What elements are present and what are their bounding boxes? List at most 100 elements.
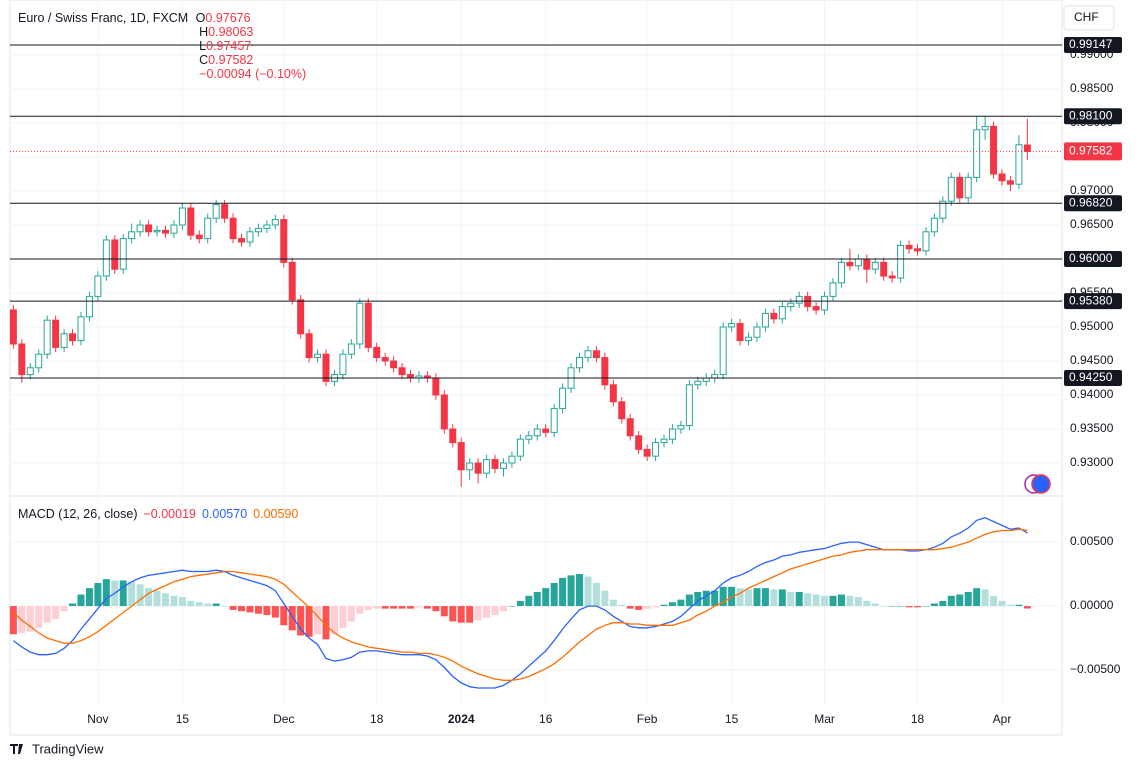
histogram-bar <box>26 606 34 632</box>
candle-body <box>973 129 981 178</box>
candle-body <box>136 224 144 233</box>
histogram-bar <box>364 606 372 610</box>
ohlc-label: L <box>199 39 207 53</box>
histogram-bar <box>145 588 153 607</box>
histogram-bar <box>761 588 769 607</box>
candle-body <box>618 401 626 420</box>
candle-body <box>947 176 955 202</box>
candle-body <box>643 448 651 457</box>
ohlc-value: 0.97676 <box>205 11 251 25</box>
candle-body <box>897 244 905 279</box>
candle-body <box>69 333 77 342</box>
candle-body <box>880 261 888 277</box>
candle-body <box>440 394 448 430</box>
x-tick-label: 15 <box>176 712 190 726</box>
histogram-bar <box>736 588 744 607</box>
candle-body <box>1015 144 1023 185</box>
candle-body <box>728 323 736 328</box>
histogram-bar <box>390 606 398 609</box>
plot-frame <box>9 0 1063 736</box>
histogram-bar <box>981 589 989 607</box>
histogram-bar <box>330 606 338 635</box>
level-label: 0.98100 <box>1069 108 1113 122</box>
histogram-bar <box>52 606 60 619</box>
histogram-bar <box>474 606 482 621</box>
histogram-bar <box>229 606 237 610</box>
candle-body <box>1023 144 1031 152</box>
histogram-bar <box>238 606 246 612</box>
candle-body <box>719 326 727 376</box>
level-label-bg <box>1064 369 1122 386</box>
level-label-bg <box>1064 195 1122 212</box>
candle-body <box>339 353 347 376</box>
candle-body <box>356 302 364 345</box>
histogram-bar <box>432 606 440 612</box>
histogram-bar <box>280 606 288 626</box>
histogram-bar <box>85 588 93 607</box>
candle-body <box>787 302 795 308</box>
candle-body <box>170 224 178 234</box>
histogram-bar <box>263 606 271 616</box>
candle-body <box>153 229 161 233</box>
macd-title: MACD (12, 26, close) <box>18 507 138 521</box>
candle-body <box>930 217 938 233</box>
macd-value: 0.00570 <box>201 507 248 521</box>
candle-body <box>221 204 229 219</box>
candle-body <box>660 438 668 444</box>
candle-body <box>390 360 398 369</box>
candle-body <box>128 231 136 240</box>
histogram-bar <box>652 606 660 608</box>
histogram-bar <box>854 597 862 607</box>
candle-body <box>550 408 558 433</box>
histogram-bar <box>516 600 524 607</box>
histogram-bar <box>288 606 296 631</box>
histogram-bar <box>136 584 144 607</box>
candle-body <box>195 234 203 240</box>
histogram-bar <box>601 590 609 607</box>
level-label-bg <box>1064 250 1122 267</box>
indicator-icons[interactable] <box>1024 474 1051 494</box>
candle-body <box>499 462 507 469</box>
histogram-bar <box>939 600 947 607</box>
histogram-bar <box>102 579 110 607</box>
histogram-bar <box>119 580 127 607</box>
candle-body <box>297 299 305 335</box>
histogram-bar <box>423 606 431 609</box>
x-tick-label: 2024 <box>448 712 475 726</box>
candle-body <box>373 346 381 359</box>
histogram-bar <box>69 603 77 607</box>
candle-body <box>837 261 845 284</box>
last-price-label: 0.97582 <box>1069 144 1113 158</box>
histogram-bar <box>339 606 347 628</box>
histogram-bar <box>618 604 626 607</box>
candle-body <box>871 261 879 270</box>
candle-body <box>347 343 355 355</box>
level-label-bg <box>1064 293 1122 310</box>
candle-body <box>145 224 153 233</box>
ohlc-label: O <box>195 11 206 25</box>
x-tick-label: 16 <box>539 712 553 726</box>
candle-body <box>694 380 702 386</box>
histogram-bar <box>956 594 964 607</box>
histogram-bar <box>356 606 364 614</box>
signal-line <box>12 528 1028 681</box>
candle-body <box>491 459 499 469</box>
candle-body <box>990 125 998 175</box>
histogram-bar <box>128 581 136 607</box>
histogram-bar <box>170 595 178 607</box>
histogram-bar <box>347 606 355 622</box>
candle-body <box>43 319 51 355</box>
candle-body <box>381 357 389 362</box>
currency-box[interactable] <box>1063 5 1115 31</box>
histogram-bar <box>702 590 710 607</box>
header: Euro / Swiss Franc, 1D, FXCM O0.97676 H0… <box>18 11 306 81</box>
candle-body <box>94 275 102 297</box>
histogram-bar <box>559 577 567 607</box>
histogram-bar <box>297 606 305 636</box>
last-price-bg <box>1064 142 1122 161</box>
histogram-bar <box>770 589 778 607</box>
ohlc-value: 0.97457 <box>206 39 252 53</box>
histogram-bar <box>1006 604 1014 607</box>
candle-body <box>812 306 820 311</box>
